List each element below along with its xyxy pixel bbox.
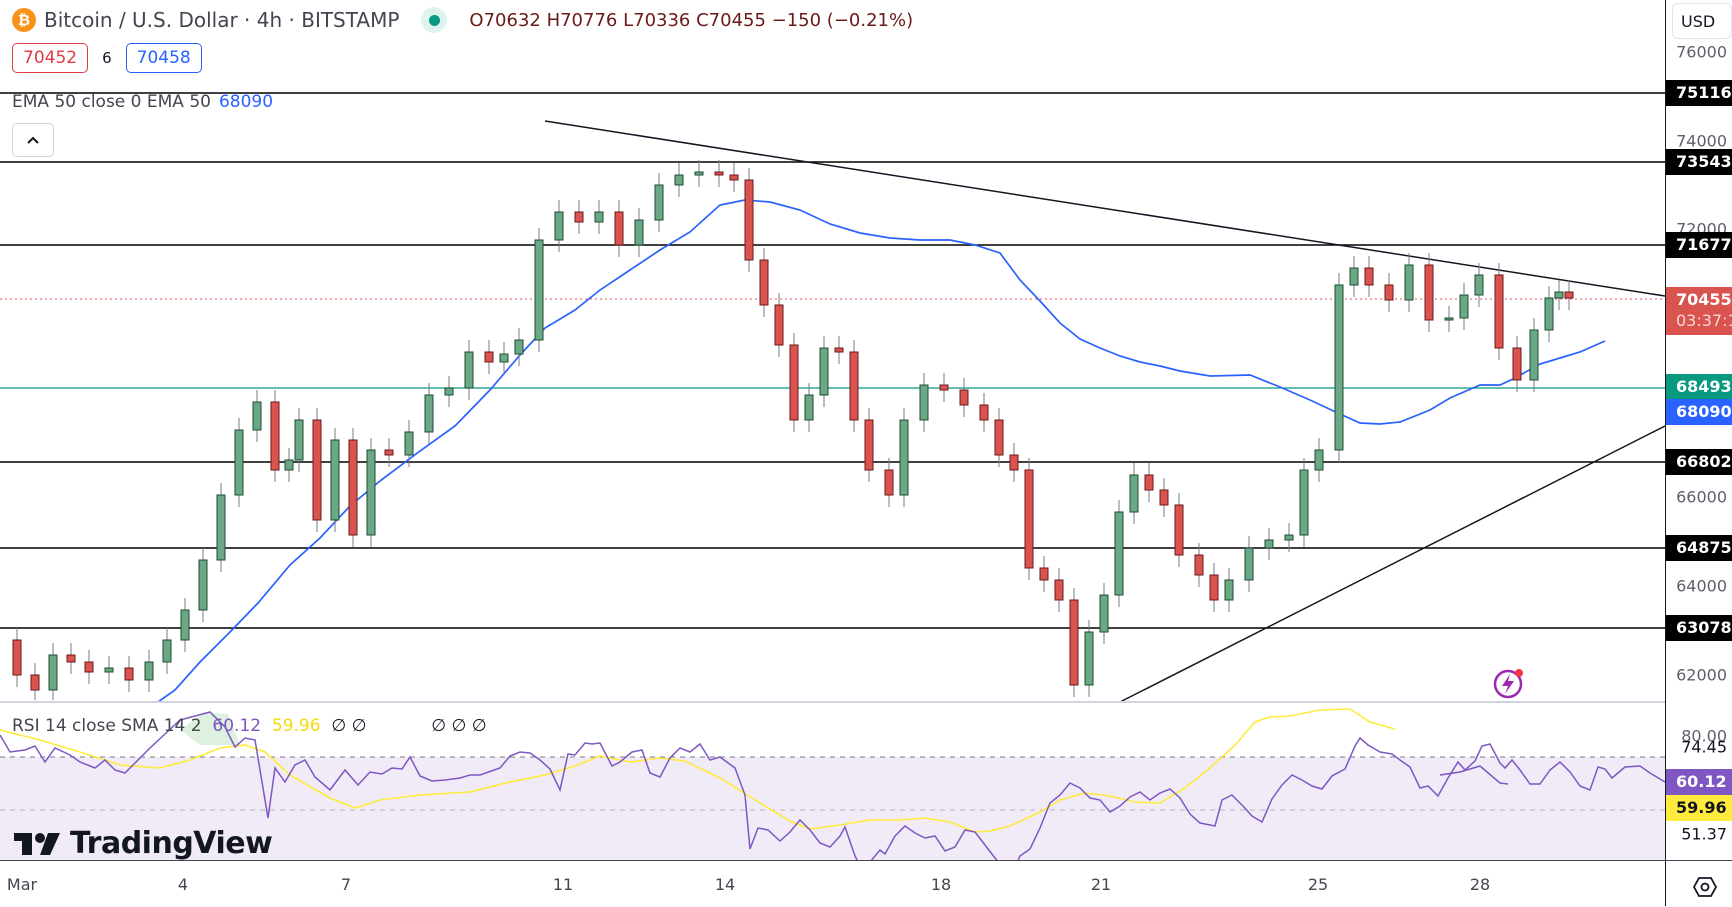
buy-button[interactable]: 70458 — [125, 43, 202, 73]
time-axis[interactable]: Mar 4 7 11 14 18 21 25 28 — [0, 860, 1665, 907]
ema-legend-label: EMA 50 close 0 EMA 50 — [12, 92, 211, 112]
rsi-legend[interactable]: RSI 14 close SMA 14 2 60.12 59.96 ∅ ∅ ∅ … — [12, 716, 487, 736]
rsi-legend-value: 60.12 — [212, 716, 262, 736]
level-label: 71677 — [1666, 232, 1732, 258]
flash-alert-button[interactable] — [1491, 665, 1527, 701]
rsi-band — [0, 757, 1665, 860]
chevron-up-icon — [27, 136, 39, 144]
symbol-title: Bitcoin / U.S. Dollar · 4h · BITSTAMP — [44, 8, 400, 32]
level-label: 66802 — [1666, 449, 1732, 475]
level-label: 73543 — [1666, 149, 1732, 175]
rsi-na-values-2: ∅ ∅ ∅ — [431, 716, 487, 736]
ema-legend[interactable]: EMA 50 close 0 EMA 50 68090 — [12, 92, 273, 112]
ohlc-values: O70632 H70776 L70336 C70455 −150 (−0.21%… — [469, 9, 914, 31]
axis-tick: 62000 — [1676, 665, 1727, 685]
rsi-legend-label: RSI 14 close SMA 14 2 — [12, 716, 202, 736]
level-label: 64875 — [1666, 535, 1732, 561]
rsi-line — [0, 711, 1665, 860]
time-label: 18 — [930, 875, 952, 894]
rsi-axis-tick: 74.45 — [1681, 737, 1727, 757]
current-price-label: 70455 03:37:1 — [1666, 287, 1732, 335]
collapse-legend-button[interactable] — [12, 123, 54, 157]
rsi-axis-tick: 80.00 — [1681, 726, 1727, 746]
market-status-icon — [421, 7, 448, 33]
chart-settings-button[interactable] — [1690, 874, 1720, 900]
sell-button[interactable]: 70452 — [12, 43, 89, 73]
ema-50-line — [157, 199, 1606, 703]
time-label: 28 — [1469, 875, 1491, 894]
time-label: 21 — [1090, 875, 1112, 894]
time-label: 7 — [340, 875, 352, 894]
rsi-value-label: 60.12 — [1666, 769, 1732, 795]
price-chart[interactable] — [0, 0, 1665, 860]
spread-value: 6 — [102, 49, 112, 67]
ema-price-label: 68090 — [1666, 399, 1732, 425]
level-label: 75116 — [1666, 80, 1732, 106]
currency-button[interactable]: USD — [1672, 3, 1732, 39]
axis-tick: 66000 — [1676, 487, 1727, 507]
level-label-teal: 68493 — [1666, 374, 1732, 400]
bar-countdown: 03:37:1 — [1676, 311, 1732, 330]
lightning-icon — [1502, 674, 1514, 694]
candlesticks — [12, 160, 1574, 700]
rsi-axis-tick: 51.37 — [1681, 824, 1727, 844]
bitcoin-icon: ₿ — [12, 8, 36, 32]
time-label: 11 — [552, 875, 574, 894]
rsi-sma-legend-value: 59.96 — [271, 716, 321, 736]
level-label: 63078 — [1666, 615, 1732, 641]
time-label: 14 — [714, 875, 736, 894]
axis-tick: 74000 — [1676, 131, 1727, 151]
tradingview-logo-icon — [14, 832, 60, 855]
axis-tick: 64000 — [1676, 576, 1727, 596]
rsi-na-values-1: ∅ ∅ — [331, 716, 367, 736]
tradingview-logo[interactable]: TradingView — [14, 826, 273, 861]
tradingview-logo-text: TradingView — [70, 826, 273, 861]
rsi-sma-line — [0, 708, 1396, 833]
descending-trendline — [544, 120, 1665, 297]
axis-tick: 76000 — [1676, 42, 1727, 62]
current-price-value: 70455 — [1676, 290, 1732, 309]
settings-icon — [1693, 877, 1717, 897]
notification-dot — [1515, 669, 1523, 677]
horizontal-levels — [0, 92, 1665, 629]
ema-legend-value: 68090 — [218, 92, 274, 112]
rsi-overbought-fill — [180, 712, 240, 745]
bid-ask-panel: 70452 6 70458 — [12, 43, 202, 73]
ascending-trendline — [1119, 425, 1665, 703]
rsi-sma-value-label: 59.96 — [1666, 795, 1732, 821]
symbol-header[interactable]: ₿ Bitcoin / U.S. Dollar · 4h · BITSTAMP … — [12, 6, 913, 34]
time-label: Mar — [6, 875, 38, 894]
time-label: 25 — [1307, 875, 1329, 894]
rsi-line-tail — [1439, 765, 1509, 785]
time-label: 4 — [177, 875, 189, 894]
